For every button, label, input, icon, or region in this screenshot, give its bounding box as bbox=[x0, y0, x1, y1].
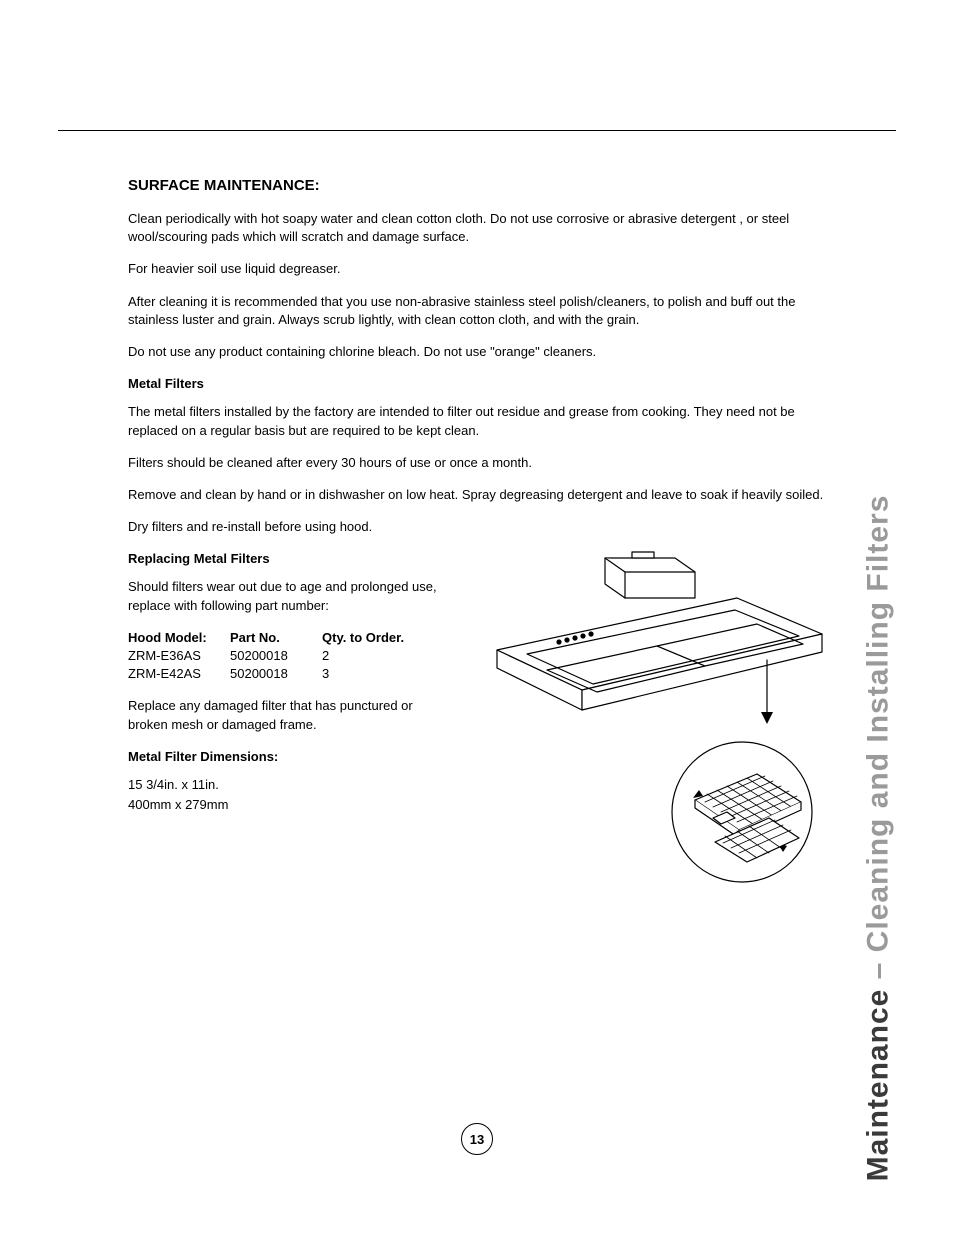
table-cell: 2 bbox=[322, 647, 432, 665]
body-paragraph: Should filters wear out due to age and p… bbox=[128, 578, 438, 614]
side-tab-rest: – Cleaning and Installing Filters bbox=[861, 495, 894, 989]
side-tab-text: Maintenance – Cleaning and Installing Fi… bbox=[861, 495, 895, 1182]
table-cell: 50200018 bbox=[230, 665, 322, 683]
table-header: Hood Model: bbox=[128, 629, 230, 647]
body-paragraph: Filters should be cleaned after every 30… bbox=[128, 454, 828, 472]
body-paragraph: Remove and clean by hand or in dishwashe… bbox=[128, 486, 828, 504]
side-tab: Maintenance – Cleaning and Installing Fi… bbox=[858, 155, 898, 855]
page-number: 13 bbox=[461, 1123, 493, 1155]
section-heading: SURFACE MAINTENANCE: bbox=[128, 175, 828, 196]
diagram-column bbox=[456, 550, 828, 890]
hood-filter-diagram bbox=[457, 550, 827, 890]
parts-table: Hood Model: Part No. Qty. to Order. ZRM-… bbox=[128, 629, 438, 684]
header-rule bbox=[58, 130, 896, 131]
table-header: Part No. bbox=[230, 629, 322, 647]
left-column: Replacing Metal Filters Should filters w… bbox=[128, 550, 438, 890]
subheading-filter-dimensions: Metal Filter Dimensions: bbox=[128, 748, 438, 766]
table-header: Qty. to Order. bbox=[322, 629, 432, 647]
table-cell: ZRM-E36AS bbox=[128, 647, 230, 665]
body-paragraph: Do not use any product containing chlori… bbox=[128, 343, 828, 361]
table-cell: 50200018 bbox=[230, 647, 322, 665]
side-tab-bold: Maintenance bbox=[861, 989, 894, 1182]
subheading-replacing-filters: Replacing Metal Filters bbox=[128, 550, 438, 568]
body-paragraph: Clean periodically with hot soapy water … bbox=[128, 210, 828, 246]
table-cell: ZRM-E42AS bbox=[128, 665, 230, 683]
body-paragraph: Dry filters and re-install before using … bbox=[128, 518, 828, 536]
body-paragraph: Replace any damaged filter that has punc… bbox=[128, 697, 438, 733]
table-cell: 3 bbox=[322, 665, 432, 683]
dimension-line: 15 3/4in. x 11in. bbox=[128, 776, 438, 794]
dimension-line: 400mm x 279mm bbox=[128, 796, 438, 814]
body-paragraph: The metal filters installed by the facto… bbox=[128, 403, 828, 439]
table-row: ZRM-E36AS 50200018 2 bbox=[128, 647, 438, 665]
table-header-row: Hood Model: Part No. Qty. to Order. bbox=[128, 629, 438, 647]
page-body: SURFACE MAINTENANCE: Clean periodically … bbox=[128, 175, 828, 890]
subheading-metal-filters: Metal Filters bbox=[128, 375, 828, 393]
body-paragraph: After cleaning it is recommended that yo… bbox=[128, 293, 828, 329]
body-paragraph: For heavier soil use liquid degreaser. bbox=[128, 260, 828, 278]
table-row: ZRM-E42AS 50200018 3 bbox=[128, 665, 438, 683]
